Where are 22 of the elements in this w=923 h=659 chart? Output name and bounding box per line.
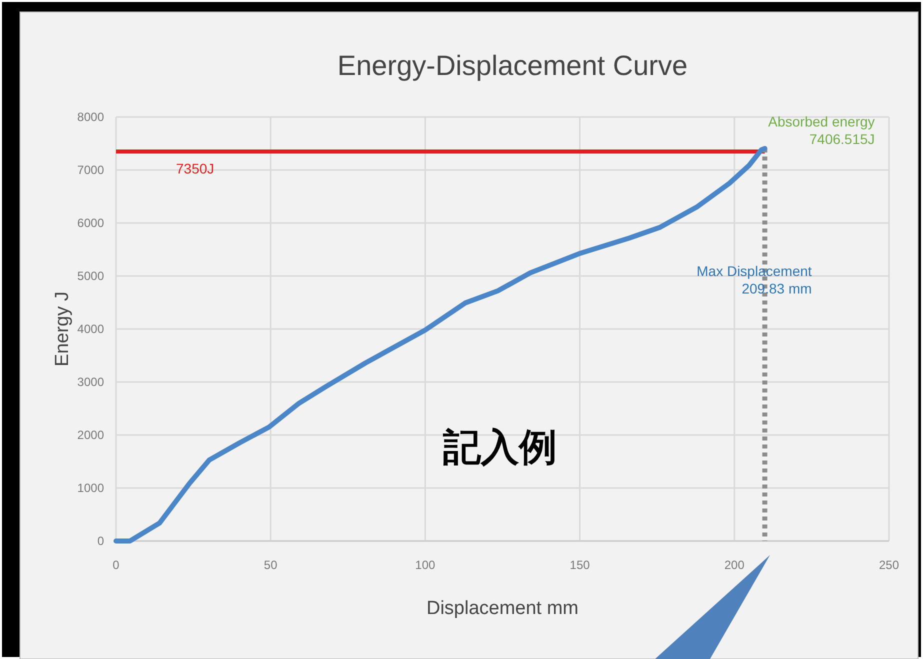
y-tick-label: 5000 <box>77 269 104 283</box>
annotation: 記入例 <box>442 425 557 469</box>
y-tick-label: 1000 <box>77 481 104 495</box>
y-tick-label: 3000 <box>77 375 104 389</box>
y-axis-title: Energy J <box>52 292 73 366</box>
chart-title: Energy-Displacement Curve <box>337 50 688 81</box>
x-tick-label: 250 <box>878 558 900 572</box>
y-tick-label: 0 <box>97 534 104 548</box>
y-tick-label: 2000 <box>77 428 104 442</box>
x-tick-label: 100 <box>415 558 436 572</box>
ref-line-label: Max Displacement 209.83 mm <box>696 263 812 296</box>
y-tick-label: 6000 <box>77 216 104 230</box>
x-tick-label: 50 <box>264 558 278 572</box>
x-axis-title: Displacement mm <box>426 598 579 619</box>
y-tick-label: 7000 <box>77 163 104 177</box>
y-tick-label: 8000 <box>77 110 104 124</box>
annotation: Absorbed energy 7406.515J <box>768 113 875 147</box>
x-tick-label: 0 <box>112 558 120 572</box>
x-tick-label: 150 <box>570 558 590 572</box>
ref-line-label: 7350J <box>176 160 214 176</box>
y-tick-label: 4000 <box>77 322 104 336</box>
x-tick-label: 200 <box>724 558 745 572</box>
